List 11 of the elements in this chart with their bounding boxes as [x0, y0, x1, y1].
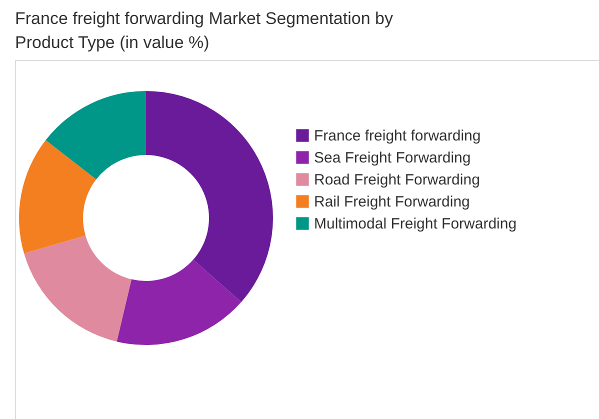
- legend-label: France freight forwarding: [314, 128, 481, 144]
- chart-title: France freight forwarding Market Segmentation by Product Type (in value %): [15, 9, 394, 52]
- donut-slice: [19, 140, 96, 254]
- legend-label: Sea Freight Forwarding: [314, 150, 471, 166]
- legend-label: Multimodal Freight Forwarding: [314, 216, 517, 232]
- donut-slice: [46, 91, 146, 180]
- legend-label: Road Freight Forwarding: [314, 172, 480, 188]
- donut-slice: [146, 91, 273, 302]
- donut-slice: [24, 236, 132, 342]
- donut-slice: [116, 260, 242, 345]
- legend-label: Rail Freight Forwarding: [314, 194, 470, 210]
